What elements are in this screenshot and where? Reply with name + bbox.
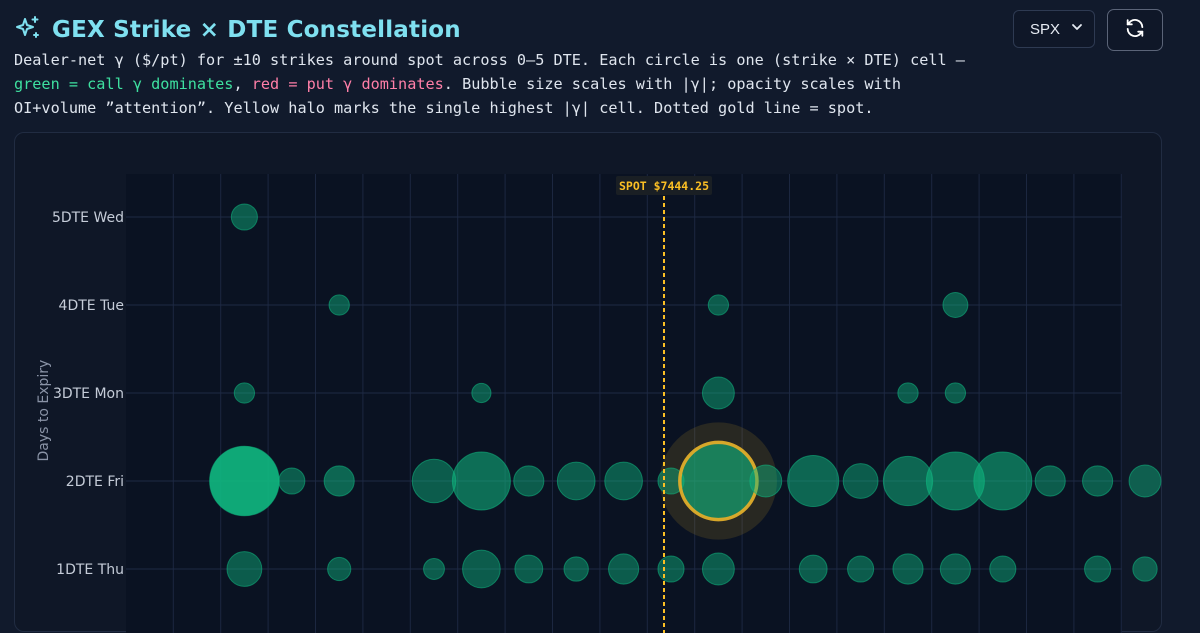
bubble[interactable]: [842, 463, 879, 499]
bubble[interactable]: [471, 382, 492, 404]
bubble[interactable]: [798, 554, 828, 584]
bubble-highest[interactable]: [678, 440, 759, 522]
bubble[interactable]: [604, 461, 643, 501]
grid-lines: [126, 174, 1122, 633]
bubble[interactable]: [226, 551, 263, 587]
y-axis-labels: 5DTE Wed 4DTE Tue 3DTE Mon 2DTE Fri 1DTE Thu: [52, 210, 124, 578]
bubble-layer: [209, 203, 1162, 589]
bubble[interactable]: [749, 464, 783, 498]
bubble[interactable]: [608, 553, 640, 585]
y-tick-label: 2DTE Fri: [66, 474, 124, 490]
bubble[interactable]: [563, 556, 589, 582]
bubble[interactable]: [989, 555, 1017, 583]
bubble[interactable]: [327, 556, 352, 582]
bubble[interactable]: [556, 461, 596, 501]
bubble[interactable]: [514, 554, 544, 584]
bubble[interactable]: [462, 549, 501, 589]
chart-description: Dealer-net γ ($/pt) for ±10 strikes arou…: [14, 48, 974, 120]
y-tick-label: 1DTE Thu: [56, 562, 124, 578]
bubble[interactable]: [942, 292, 969, 318]
y-axis-title: Days to Expiry: [36, 360, 52, 462]
y-tick-label: 4DTE Tue: [59, 298, 124, 314]
y-tick-label: 5DTE Wed: [52, 210, 124, 226]
bubble[interactable]: [1082, 465, 1114, 497]
bubble[interactable]: [230, 203, 258, 231]
refresh-button[interactable]: [1107, 9, 1163, 51]
description-text: Dealer-net γ ($/pt) for ±10 strikes arou…: [14, 51, 965, 69]
y-tick-label: 3DTE Mon: [53, 386, 124, 402]
bubble[interactable]: [892, 553, 924, 585]
bubble[interactable]: [451, 451, 511, 511]
bubble[interactable]: [423, 558, 445, 580]
spot-label: SPOT $7444.25: [619, 179, 709, 193]
bubble[interactable]: [973, 451, 1033, 511]
chevron-down-icon: [1070, 20, 1084, 38]
bubble[interactable]: [209, 445, 280, 517]
bubble[interactable]: [707, 294, 730, 316]
refresh-icon: [1124, 17, 1146, 43]
bubble[interactable]: [944, 382, 967, 404]
sparkles-icon: [14, 14, 42, 46]
bubble[interactable]: [513, 465, 545, 497]
bubble[interactable]: [1128, 464, 1162, 498]
bubble[interactable]: [1132, 556, 1158, 582]
bubble[interactable]: [1034, 465, 1066, 497]
bubble[interactable]: [657, 555, 685, 583]
bubble[interactable]: [787, 454, 840, 508]
bubble[interactable]: [701, 376, 735, 410]
bubble[interactable]: [939, 553, 971, 585]
header: GEX Strike × DTE Constellation: [14, 14, 461, 46]
symbol-select-value: SPX: [1030, 20, 1061, 38]
bubble[interactable]: [323, 465, 355, 497]
bubble[interactable]: [328, 294, 350, 316]
toolbar: SPX: [1013, 9, 1163, 51]
bubble[interactable]: [882, 455, 934, 507]
description-text-2: . Bubble size scales with |γ|; opacity s…: [14, 75, 901, 117]
symbol-select[interactable]: SPX: [1013, 10, 1095, 48]
call-legend-text: green = call γ dominates: [14, 75, 234, 93]
page-title: GEX Strike × DTE Constellation: [52, 17, 461, 43]
bubble[interactable]: [847, 555, 875, 583]
bubble[interactable]: [897, 382, 919, 404]
chart-panel: 5DTE Wed 4DTE Tue 3DTE Mon 2DTE Fri 1DTE Thu…: [14, 132, 1162, 633]
bubble[interactable]: [1084, 555, 1112, 583]
bubble[interactable]: [411, 458, 457, 504]
bubble[interactable]: [278, 467, 306, 495]
description-separator: ,: [233, 75, 252, 93]
put-legend-text: red = put γ dominates: [251, 75, 444, 93]
spot-label-bg: [616, 176, 712, 195]
bubble[interactable]: [701, 552, 735, 586]
constellation-chart: 5DTE Wed 4DTE Tue 3DTE Mon 2DTE Fri 1DTE Thu…: [36, 174, 1162, 633]
bubble[interactable]: [233, 382, 256, 404]
